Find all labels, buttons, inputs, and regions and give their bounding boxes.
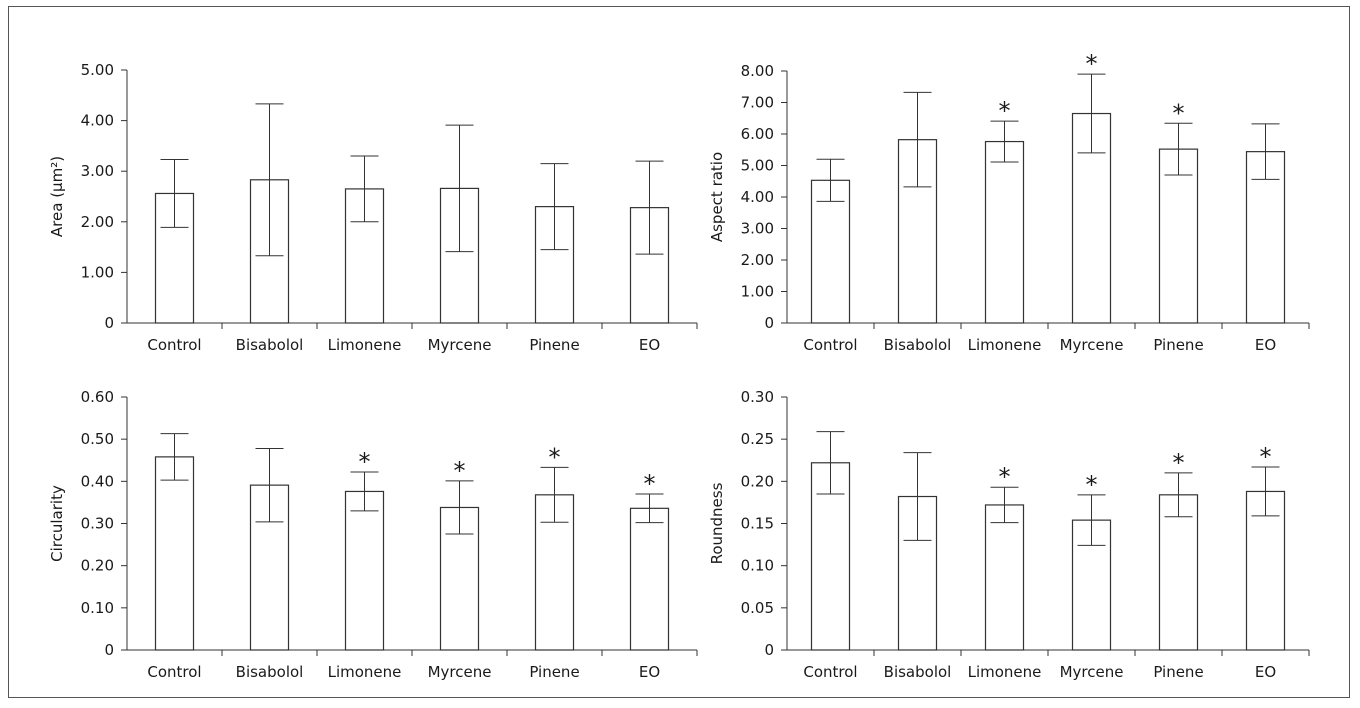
chart-2-category-label: EO	[1255, 336, 1276, 354]
chart-4-significance-marker: *	[1173, 449, 1185, 477]
chart-2-significance-marker: *	[1173, 99, 1185, 127]
chart-2-y-tick-label: 8.00	[741, 62, 774, 80]
chart-3-bar-myrcene	[439, 506, 480, 651]
chart-1-y-tick-label: 4.00	[81, 112, 114, 130]
chart-1-category-label: Control	[147, 336, 201, 354]
chart-1-y-tick-label: 0	[104, 314, 114, 332]
chart-4-y-tick-label: 0.25	[741, 430, 774, 448]
chart-4-category-label: Limonene	[968, 663, 1042, 681]
chart-1-y-tick-label: 1.00	[81, 263, 114, 281]
chart-4-significance-marker: *	[1260, 443, 1272, 471]
chart-3-bar-limonene	[344, 490, 385, 651]
chart-3-significance-marker: *	[549, 443, 561, 471]
chart-2-y-tick-label: 1.00	[741, 283, 774, 301]
chart-4-bar-limonene	[984, 504, 1025, 651]
chart-3-bar-eo	[629, 507, 670, 651]
chart-3-category-label: Bisabolol	[236, 663, 304, 681]
chart-3-category-label: Myrcene	[428, 663, 492, 681]
chart-4-y-tick-label: 0.30	[741, 388, 774, 406]
chart-1-category-label: Limonene	[328, 336, 402, 354]
chart-2-category-label: Control	[803, 336, 857, 354]
chart-3-y-label: Circularity	[48, 485, 66, 562]
chart-2-y-tick-label: 2.00	[741, 251, 774, 269]
chart-4-category-label: Pinene	[1153, 663, 1203, 681]
chart-3-significance-marker: *	[454, 457, 466, 485]
chart-1-category-label: Pinene	[529, 336, 579, 354]
chart-3-y-tick-label: 0.30	[81, 515, 114, 533]
chart-3-bar-control	[154, 456, 195, 651]
chart-1-y-tick-label: 5.00	[81, 61, 114, 79]
chart-3-category-label: Control	[147, 663, 201, 681]
chart-3-significance-marker: *	[359, 448, 371, 476]
chart-2-category-label: Myrcene	[1060, 336, 1124, 354]
chart-3-significance-marker: *	[644, 470, 656, 498]
chart-2-category-label: Pinene	[1153, 336, 1203, 354]
chart-4-significance-marker: *	[999, 463, 1011, 491]
chart-3-category-label: Pinene	[529, 663, 579, 681]
chart-2-y-tick-label: 5.00	[741, 157, 774, 175]
chart-1-category-label: Myrcene	[428, 336, 492, 354]
chart-2-bar-pinene	[1158, 148, 1199, 324]
chart-4-category-label: Myrcene	[1060, 663, 1124, 681]
chart-2-y-tick-label: 0	[764, 314, 774, 332]
chart-4-y-tick-label: 0.05	[741, 599, 774, 617]
chart-2-significance-marker: *	[999, 97, 1011, 125]
chart-2-bar-eo	[1245, 151, 1286, 324]
chart-3-y-tick-label: 0.40	[81, 472, 114, 490]
chart-2-y-tick-label: 6.00	[741, 125, 774, 143]
chart-2-y-tick-label: 3.00	[741, 220, 774, 238]
chart-1-y-tick-label: 2.00	[81, 213, 114, 231]
figure-frame	[8, 6, 1350, 698]
chart-2-category-label: Limonene	[968, 336, 1042, 354]
chart-3-y-tick-label: 0.10	[81, 599, 114, 617]
chart-4-category-label: Bisabolol	[884, 663, 952, 681]
chart-4-bar-eo	[1245, 490, 1286, 651]
chart-2-significance-marker: *	[1086, 50, 1098, 78]
chart-4-y-tick-label: 0.15	[741, 515, 774, 533]
chart-4-y-tick-label: 0.10	[741, 557, 774, 575]
chart-4-y-tick-label: 0.20	[741, 472, 774, 490]
chart-3-y-tick-label: 0.50	[81, 430, 114, 448]
chart-1-category-label: EO	[639, 336, 660, 354]
chart-2-y-label: Aspect ratio	[708, 152, 726, 242]
chart-4-significance-marker: *	[1086, 471, 1098, 499]
chart-4-bar-pinene	[1158, 494, 1199, 651]
chart-3-category-label: Limonene	[328, 663, 402, 681]
chart-4-category-label: EO	[1255, 663, 1276, 681]
chart-4-category-label: Control	[803, 663, 857, 681]
chart-3-y-tick-label: 0.20	[81, 557, 114, 575]
chart-2-category-label: Bisabolol	[884, 336, 952, 354]
chart-1-y-tick-label: 3.00	[81, 162, 114, 180]
chart-4-y-tick-label: 0	[764, 641, 774, 659]
chart-2-y-tick-label: 4.00	[741, 188, 774, 206]
chart-2-bar-limonene	[984, 140, 1025, 324]
chart-1-y-label: Area (μm²)	[48, 156, 66, 237]
chart-4-y-label: Roundness	[708, 482, 726, 564]
chart-2-bar-control	[810, 179, 851, 324]
chart-3-category-label: EO	[639, 663, 660, 681]
chart-3-y-tick-label: 0	[104, 641, 114, 659]
chart-1-category-label: Bisabolol	[236, 336, 304, 354]
chart-2-y-tick-label: 7.00	[741, 94, 774, 112]
chart-3-y-tick-label: 0.60	[81, 388, 114, 406]
